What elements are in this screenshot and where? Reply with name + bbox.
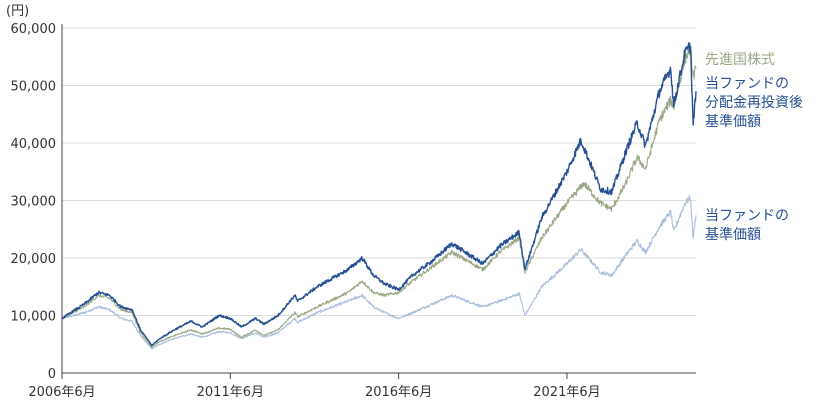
x-tick-label: 2011年6月 <box>197 385 264 400</box>
x-axis-tick-labels: 2006年6月 2011年6月 2016年6月 2021年6月 <box>28 373 601 400</box>
x-tick-label: 2006年6月 <box>28 385 95 400</box>
legend-label: 先進国株式 <box>705 52 775 68</box>
y-axis-tick-labels: 0 10,000 20,000 30,000 40,000 50,000 60,000 <box>11 22 57 382</box>
axes <box>61 24 696 374</box>
series-lines <box>61 41 697 350</box>
series-line <box>61 43 697 349</box>
legend-label: 当ファンドの分配金再投資後基準価額 <box>705 76 803 130</box>
y-tick-label: 0 <box>48 367 56 382</box>
y-axis-unit-label: (円) <box>6 4 29 19</box>
y-tick-label: 40,000 <box>11 137 57 152</box>
x-tick-label: 2021年6月 <box>533 385 600 400</box>
gridlines <box>62 27 696 316</box>
legend-label: 当ファンドの基準価額 <box>705 208 789 243</box>
y-tick-label: 60,000 <box>11 22 57 37</box>
y-tick-label: 30,000 <box>11 195 57 210</box>
series-line <box>61 41 697 347</box>
y-tick-label: 20,000 <box>11 252 57 267</box>
y-tick-label: 50,000 <box>11 80 57 95</box>
x-tick-label: 2016年6月 <box>365 385 432 400</box>
y-tick-label: 10,000 <box>11 310 57 325</box>
series-line <box>61 194 697 350</box>
